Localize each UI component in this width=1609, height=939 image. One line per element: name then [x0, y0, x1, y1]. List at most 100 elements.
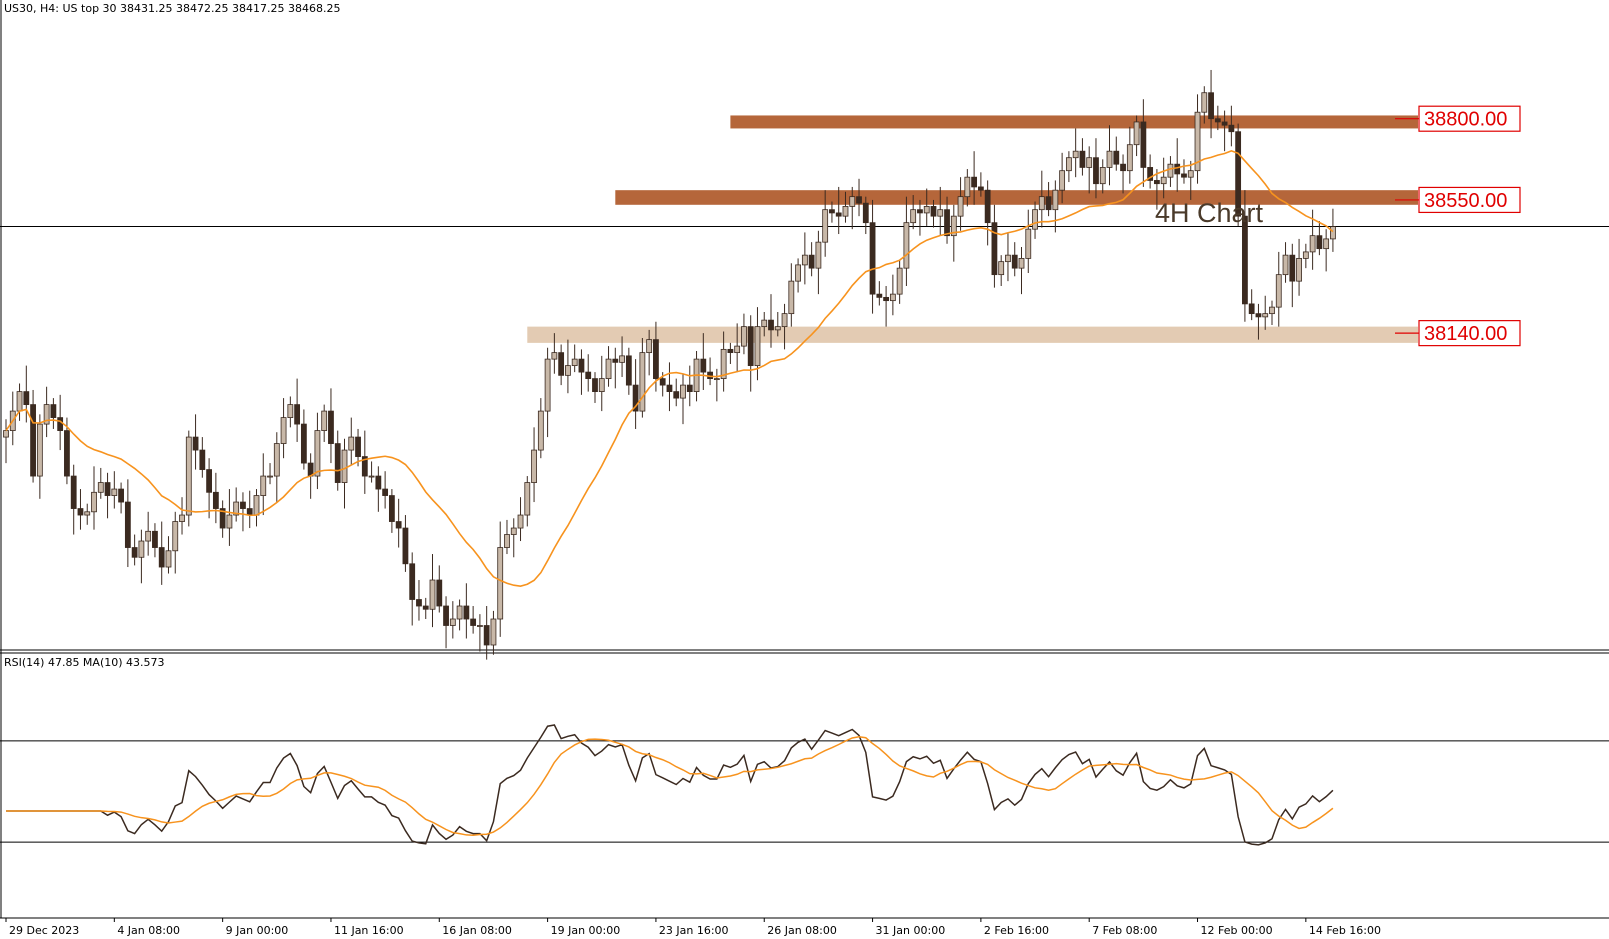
candle-body: [544, 358, 551, 412]
candle-body: [382, 488, 389, 496]
candle-body: [632, 384, 639, 412]
candle-body: [1113, 150, 1120, 165]
candle-body: [1242, 215, 1248, 305]
candle-body: [422, 605, 429, 610]
x-tick-label: 29 Dec 2023: [9, 924, 79, 937]
candle-body: [666, 384, 673, 392]
candle-body: [64, 430, 70, 477]
candle-body: [1106, 150, 1113, 168]
candle-body: [761, 319, 768, 328]
x-tick-label: 12 Feb 00:00: [1201, 924, 1273, 937]
candle-body: [971, 176, 978, 188]
candle-body: [504, 534, 510, 548]
candle-body: [1323, 238, 1330, 250]
level-label-box: [1418, 105, 1521, 132]
candle-body: [77, 508, 84, 516]
x-tick-label: 26 Jan 08:00: [767, 924, 837, 937]
candle-body: [1289, 254, 1296, 282]
candle-body: [30, 404, 36, 477]
candle-body: [1072, 150, 1079, 159]
time-axis: 29 Dec 2023 4 Jan 08:00 9 Jan 00:00 11 Jan …: [5, 918, 1381, 937]
candle-body: [1086, 157, 1093, 168]
candle-body: [741, 326, 747, 347]
candle-body: [524, 482, 531, 516]
candle-body: [476, 625, 483, 627]
candle-body: [375, 475, 382, 490]
candle-body: [348, 436, 355, 451]
candle-body: [686, 384, 693, 392]
candle-body: [124, 501, 131, 548]
candle-body: [409, 563, 416, 600]
candle-body: [1187, 170, 1194, 178]
candle-body: [233, 501, 240, 516]
candle-body: [179, 514, 185, 522]
candle-body: [16, 391, 23, 412]
candle-body: [991, 222, 998, 276]
candle-body: [910, 209, 917, 224]
candle-body: [1045, 196, 1052, 211]
candle-body: [639, 352, 646, 412]
candle-body: [713, 378, 720, 381]
candle-body: [944, 209, 950, 237]
candle-body: [50, 404, 57, 418]
candle-body: [300, 423, 307, 464]
x-tick-label: 7 Feb 08:00: [1092, 924, 1157, 937]
level-label: 38800.00: [1424, 109, 1507, 131]
candle-body: [822, 209, 829, 243]
candle-body: [510, 527, 517, 535]
candle-body: [781, 313, 788, 328]
candle-body: [896, 267, 903, 295]
candle-body: [889, 293, 896, 302]
candle-body: [1269, 306, 1275, 315]
candle-body: [625, 355, 632, 386]
candle-body: [1147, 167, 1154, 181]
candle-body: [754, 326, 761, 367]
symbol-header: US30, H4: US top 30 38431.25 38472.25 38…: [4, 2, 340, 15]
candle-body: [145, 530, 152, 542]
candle-body: [605, 358, 612, 380]
candle-body: [680, 384, 686, 399]
candle-body: [653, 339, 659, 380]
rsi-header: RSI(14) 47.85 MA(10) 43.573: [4, 656, 165, 669]
candle-body: [104, 482, 111, 496]
candle-body: [700, 358, 707, 373]
candle-body: [984, 189, 991, 224]
candle-body: [1099, 167, 1106, 185]
candle-body: [1194, 111, 1201, 172]
candle-body: [747, 326, 754, 367]
candle-body: [768, 319, 774, 331]
candle-body: [443, 605, 449, 626]
candle-body: [1208, 92, 1214, 120]
candle-body: [355, 436, 361, 457]
candle-body: [91, 491, 97, 513]
candle-body: [876, 293, 883, 298]
candle-body: [1302, 251, 1309, 259]
candle-body: [612, 358, 619, 363]
candle-body: [937, 209, 944, 217]
candle-body: [1133, 121, 1140, 146]
candle-body: [158, 547, 165, 568]
candle-body: [531, 449, 537, 483]
candle-body: [497, 547, 504, 620]
level-zone: [527, 326, 1418, 343]
candle-body: [483, 625, 490, 646]
rsi-line: [6, 724, 1334, 846]
candle-body: [463, 605, 470, 620]
candle-body: [402, 527, 409, 565]
candle-body: [917, 209, 923, 214]
candle-body: [998, 261, 1005, 276]
x-tick-label: 4 Jan 08:00: [117, 924, 180, 937]
chart-annotation: 4H Chart: [1155, 198, 1264, 228]
x-tick-label: 19 Jan 00:00: [551, 924, 621, 937]
candle-body: [808, 254, 815, 269]
candle-body: [1065, 157, 1072, 172]
candle-body: [1262, 313, 1269, 318]
candle-body: [334, 443, 341, 483]
candle-body: [1201, 92, 1208, 113]
x-tick-label: 11 Jan 16:00: [334, 924, 404, 937]
candle-body: [1330, 226, 1336, 240]
candle-body: [490, 618, 497, 646]
candle-body: [673, 391, 680, 399]
candle-body: [246, 508, 253, 516]
